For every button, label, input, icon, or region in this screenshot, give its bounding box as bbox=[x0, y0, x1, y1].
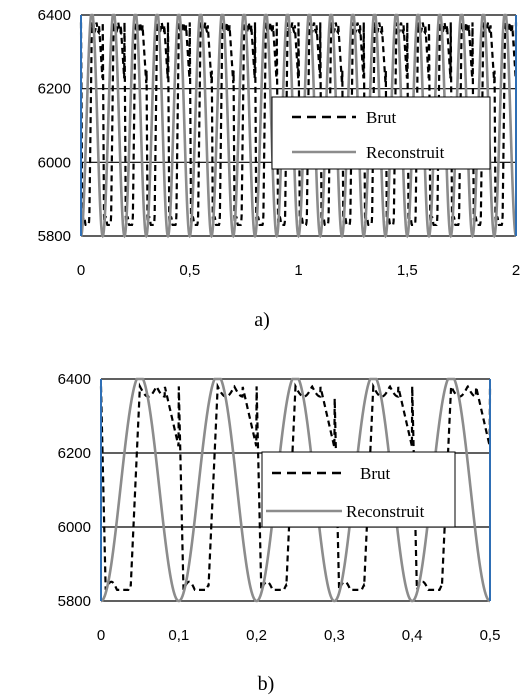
y-tick-label: 5800 bbox=[58, 593, 91, 610]
chart-b-series bbox=[99, 377, 492, 603]
x-tick-label: 0 bbox=[97, 627, 105, 644]
chart-a-legend-box bbox=[271, 96, 491, 170]
y-tick-label: 6200 bbox=[58, 445, 91, 462]
y-tick-label: 6400 bbox=[38, 7, 71, 24]
chart-b-legend-box bbox=[261, 451, 456, 528]
x-tick-label: 0,3 bbox=[324, 627, 345, 644]
x-tick-label: 0,5 bbox=[179, 262, 200, 279]
chart-b-tick-labels: 5800 6000 6200 6400 0 0,1 0,2 0,3 0,4 0,5 bbox=[58, 371, 501, 644]
chart-a-caption: a) bbox=[254, 309, 270, 331]
chart-a-legend-reconstruit-label: Reconstruit bbox=[366, 143, 445, 162]
x-tick-label: 0,4 bbox=[402, 627, 423, 644]
series-line-brut bbox=[79, 22, 518, 227]
x-tick-label: 1 bbox=[294, 262, 302, 279]
y-tick-label: 6200 bbox=[38, 81, 71, 98]
chart-a-tick-labels: 5800 6000 6200 6400 0 0,5 1 1,5 2 bbox=[38, 7, 521, 279]
x-tick-label: 0,2 bbox=[246, 627, 267, 644]
chart-b-legend-reconstruit-label: Reconstruit bbox=[346, 502, 425, 521]
chart-b: 5800 6000 6200 6400 0 0,1 0,2 0,3 0,4 0,5 b) Brut… bbox=[58, 371, 501, 695]
chart-a: 5800 6000 6200 6400 0 0,5 1 1,5 2 a) Brut Recons… bbox=[38, 7, 521, 331]
chart-a-series bbox=[79, 13, 518, 239]
chart-a-axes bbox=[80, 15, 517, 236]
y-tick-label: 5800 bbox=[38, 228, 71, 245]
x-tick-label: 2 bbox=[512, 262, 520, 279]
chart-b-legend: Brut Reconstruit bbox=[261, 451, 456, 528]
chart-b-legend-brut-label: Brut bbox=[360, 464, 391, 483]
chart-b-caption: b) bbox=[258, 673, 275, 695]
y-tick-label: 6400 bbox=[58, 371, 91, 388]
y-tick-label: 6000 bbox=[38, 154, 71, 171]
y-tick-label: 6000 bbox=[58, 519, 91, 536]
x-tick-label: 0 bbox=[77, 262, 85, 279]
series-line-brut bbox=[99, 382, 492, 591]
x-tick-label: 0,5 bbox=[480, 627, 501, 644]
series-line-reconstruit bbox=[100, 377, 491, 603]
chart-a-legend: Brut Reconstruit bbox=[271, 96, 491, 170]
x-tick-label: 0,1 bbox=[168, 627, 189, 644]
series-line-reconstruit bbox=[79, 13, 518, 239]
chart-b-axes bbox=[100, 379, 491, 601]
chart-a-legend-brut-label: Brut bbox=[366, 108, 397, 127]
x-tick-label: 1,5 bbox=[397, 262, 418, 279]
